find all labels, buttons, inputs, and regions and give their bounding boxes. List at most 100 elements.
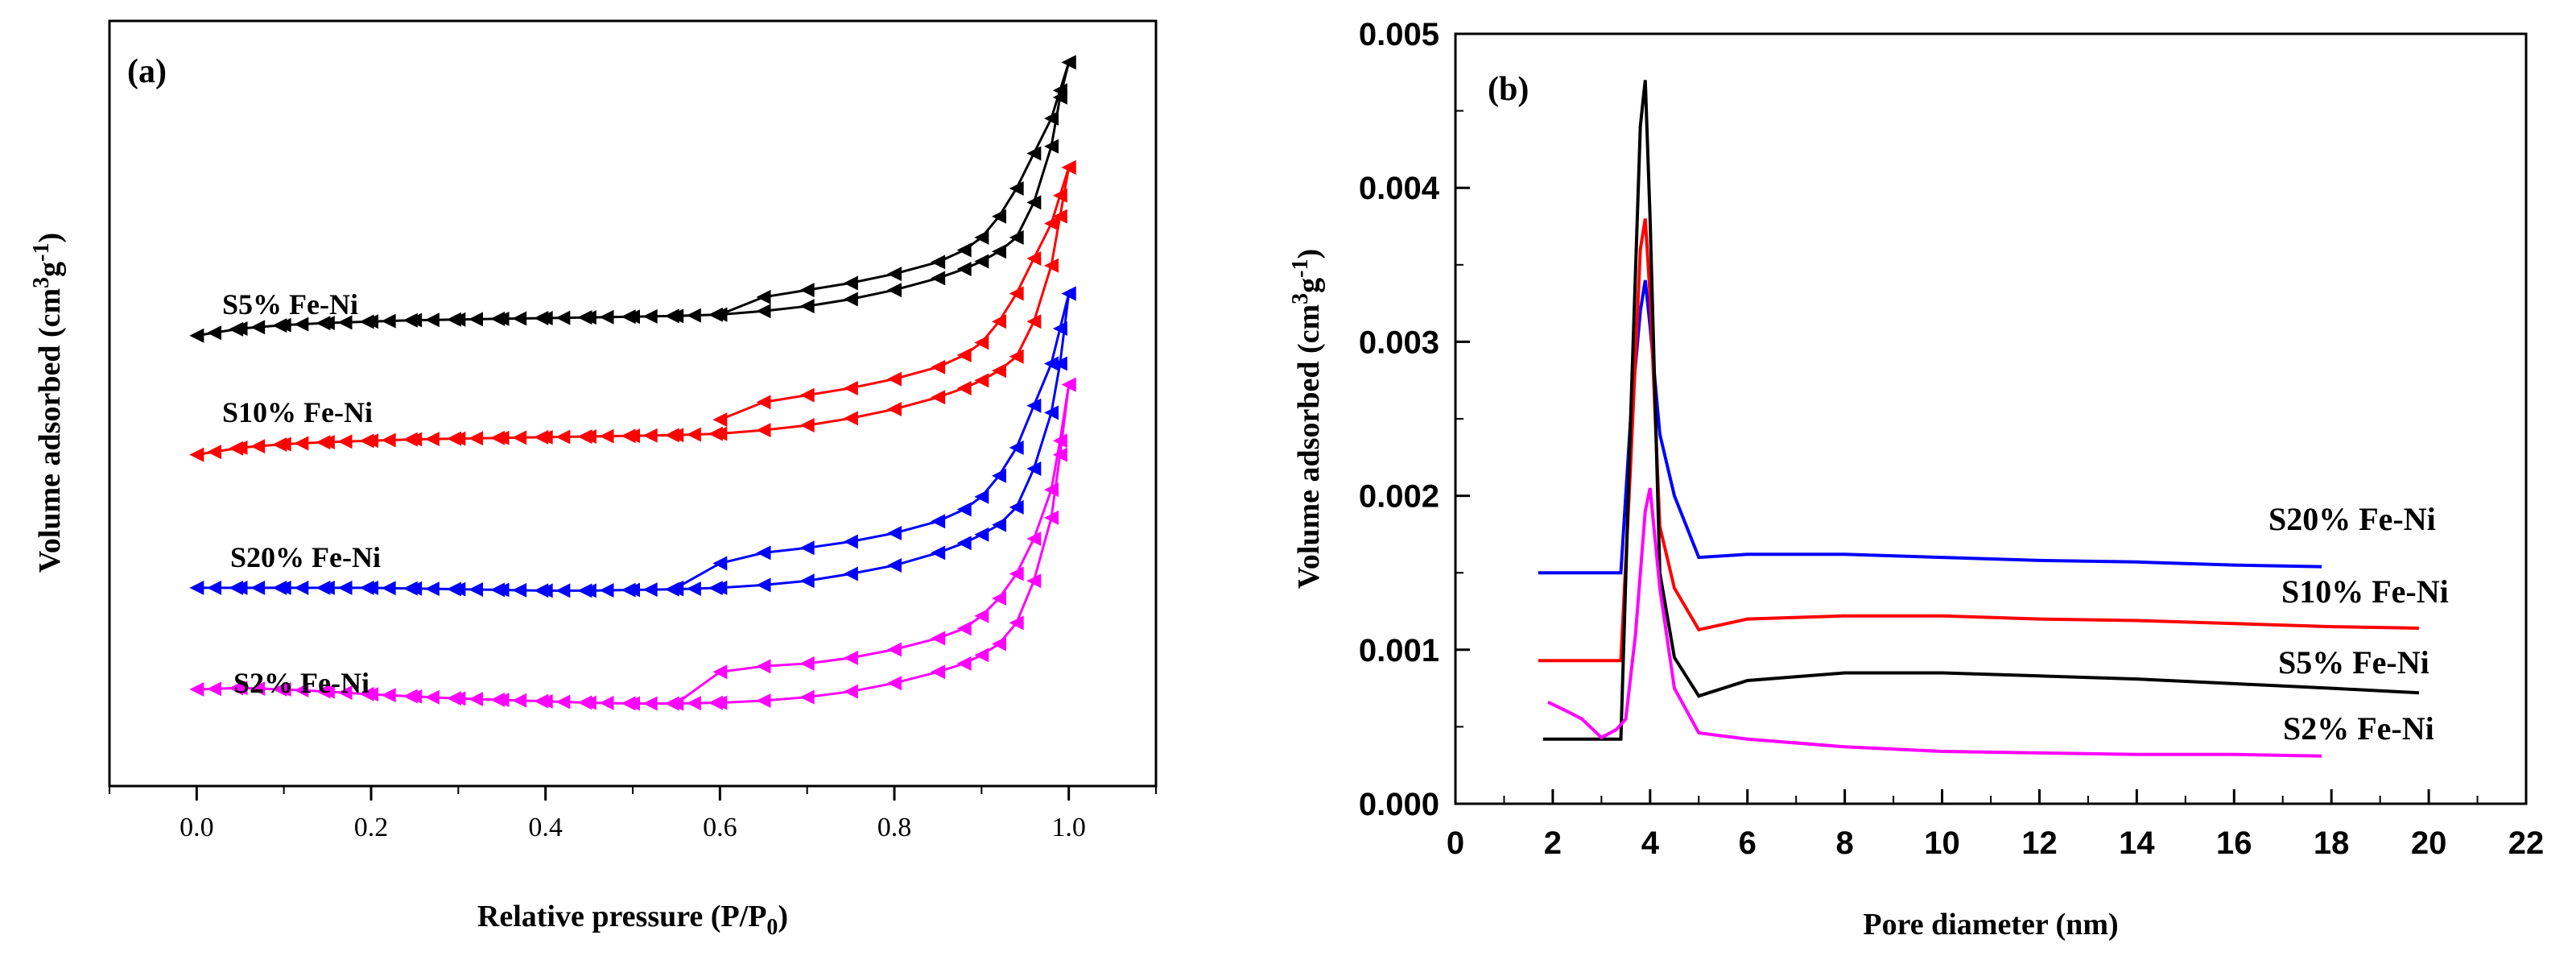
panel-b-x-tick-label: 12 xyxy=(2021,826,2058,861)
desorption-point xyxy=(992,590,1006,606)
adsorption-point xyxy=(931,545,946,561)
desorption-point xyxy=(931,254,946,270)
label-s5pct-fe-ni: S5% Fe-Ni xyxy=(2278,644,2429,681)
adsorption-point xyxy=(577,429,592,445)
adsorption-point xyxy=(402,581,418,596)
adsorption-point xyxy=(1026,195,1042,210)
desorption-point xyxy=(1061,377,1076,392)
adsorption-point xyxy=(1044,139,1059,154)
adsorption-point xyxy=(799,299,815,314)
adsorption-point xyxy=(664,581,679,597)
desorption-point xyxy=(1026,251,1042,266)
desorption-point xyxy=(1061,55,1076,70)
adsorption-point xyxy=(250,681,266,697)
desorption-point xyxy=(931,359,946,374)
adsorption-point xyxy=(490,430,506,445)
desorption-point xyxy=(1044,482,1059,498)
desorption-point xyxy=(1052,433,1067,449)
adsorption-point xyxy=(756,304,771,319)
adsorption-point xyxy=(316,580,331,595)
desorption-point xyxy=(1044,111,1059,126)
adsorption-point xyxy=(207,681,221,697)
adsorption-point xyxy=(446,431,461,446)
adsorption-point xyxy=(294,317,309,332)
adsorption-point xyxy=(1026,573,1042,589)
adsorption-point xyxy=(887,283,902,298)
desorption-point xyxy=(992,314,1006,329)
adsorption-point xyxy=(992,244,1006,259)
adsorption-point xyxy=(621,582,636,598)
adsorption-point xyxy=(1009,615,1024,631)
adsorption-point xyxy=(956,536,972,551)
adsorption-point xyxy=(424,689,440,705)
adsorption-point xyxy=(1026,461,1042,476)
adsorption-point xyxy=(490,311,506,326)
adsorption-point xyxy=(642,428,658,443)
panel-a-chart: (a) 0.0 0.2 0.4 0.6 0.8 1.0 S5% Fe-Ni S10% Fe-… xyxy=(29,19,1158,940)
adsorption-point xyxy=(490,692,506,707)
desorption-point xyxy=(1009,181,1024,196)
adsorption-point xyxy=(555,583,571,598)
label-s20pct-fe-ni: S20% Fe-Ni xyxy=(230,541,381,573)
adsorption-point xyxy=(931,390,946,405)
desorption-point xyxy=(1052,321,1067,336)
desorption-point xyxy=(843,380,858,395)
adsorption-point xyxy=(599,309,614,325)
panel-a-x-tick-label: 0.4 xyxy=(528,813,563,842)
adsorption-point xyxy=(402,689,418,704)
desorption-point xyxy=(1009,566,1024,581)
desorption-point xyxy=(1026,398,1042,413)
panel-a-x-axis-title: Relative pressure (P/P0) xyxy=(477,900,788,940)
adsorption-point xyxy=(469,581,483,597)
adsorption-point xyxy=(664,696,679,711)
adsorption-point xyxy=(756,693,771,708)
adsorption-point xyxy=(1052,209,1067,224)
desorption-point xyxy=(1061,159,1076,175)
adsorption-point xyxy=(992,636,1006,652)
adsorption-point xyxy=(229,580,244,595)
adsorption-point xyxy=(843,411,858,426)
desorption-point xyxy=(799,656,815,671)
desorption-point xyxy=(1026,146,1042,161)
adsorption-point xyxy=(446,691,461,706)
adsorption-point xyxy=(250,439,266,454)
label-s10pct-fe-ni: S10% Fe-Ni xyxy=(222,396,373,428)
adsorption-point xyxy=(446,581,461,597)
adsorption-point xyxy=(555,310,571,325)
adsorption-point xyxy=(887,402,902,417)
adsorption-point xyxy=(664,428,679,443)
adsorption-point xyxy=(189,682,204,697)
adsorption-point xyxy=(708,581,723,596)
panel-a-series-labels: S5% Fe-Ni S10% Fe-Ni S20% Fe-Ni S2% Fe-Ni xyxy=(222,288,381,699)
panel-a-x-tick-label: 0.0 xyxy=(180,813,214,842)
desorption-point xyxy=(756,289,771,304)
adsorption-point xyxy=(229,681,244,696)
adsorption-point xyxy=(956,262,972,277)
panel-b-x-axis-title: Pore diameter (nm) xyxy=(1863,908,2118,941)
adsorption-point xyxy=(229,321,244,337)
adsorption-point xyxy=(931,271,946,286)
panel-b-x-tick-label: 16 xyxy=(2216,826,2252,861)
desorption-point xyxy=(974,489,989,504)
panel-b-chart: (b) 0 2 4 6 8 10 12 14 16 18 20 22 0.0000.0010.0020… xyxy=(1288,17,2544,941)
adsorption-point xyxy=(337,315,353,330)
panel-b-label: (b) xyxy=(1488,71,1529,108)
adsorption-point xyxy=(402,432,418,447)
panel-a-x-tick-label: 0.2 xyxy=(354,813,389,842)
adsorption-point xyxy=(686,308,701,323)
adsorption-point xyxy=(555,429,571,445)
desorption-point xyxy=(931,631,946,646)
adsorption-point xyxy=(490,582,506,598)
desorption-point xyxy=(756,659,771,674)
adsorption-point xyxy=(207,580,221,595)
pore-dist-s2pct-fe-ni xyxy=(1547,487,2322,758)
adsorption-point xyxy=(577,583,592,598)
isotherm-s20pct-fe-ni xyxy=(189,286,1076,598)
adsorption-point xyxy=(642,696,658,711)
desorption-point xyxy=(756,395,771,410)
panel-b-series-labels: S20% Fe-Ni S10% Fe-Ni S5% Fe-Ni S2% Fe-Ni xyxy=(2268,501,2449,747)
desorption-point xyxy=(992,468,1006,483)
adsorption-point xyxy=(229,441,244,456)
label-s2pct-fe-ni: S2% Fe-Ni xyxy=(2283,710,2434,747)
panel-b-frame xyxy=(1454,32,2528,805)
